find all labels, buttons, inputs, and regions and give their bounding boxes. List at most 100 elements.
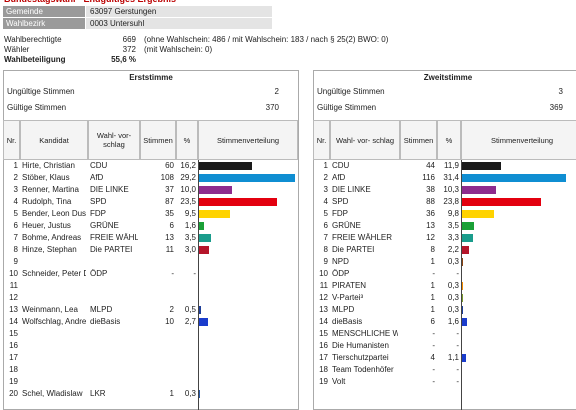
bar [462, 162, 502, 170]
page: Bundestagswahl - Endgültiges ErgebnisGem… [3, 0, 576, 410]
cell-kandidat: Schneider, Peter Dr. [22, 269, 86, 278]
bar-axis [461, 160, 462, 410]
cell-stimmen: 13 [426, 221, 435, 230]
cell-partei: SPD [332, 197, 349, 206]
bar [462, 294, 463, 302]
panel-title: Zweitstimme [423, 73, 473, 82]
cell-pct: 3,0 [184, 245, 196, 254]
cell-nr: 5 [13, 209, 18, 218]
cell-nr: 9 [323, 257, 328, 266]
cell-partei: CDU [332, 161, 350, 170]
cell-kandidat: Bender, Leon Dustin [22, 209, 86, 218]
bar [462, 234, 473, 242]
stat-value: 372 [122, 45, 136, 54]
column-header: Stimmen [400, 120, 437, 160]
header-value: 63097 Gerstungen [86, 6, 272, 17]
cell-stimmen: 35 [165, 209, 174, 218]
cell-pct: - [193, 269, 196, 278]
stat-value: 55,6 % [111, 55, 136, 64]
cell-partei: MLPD [90, 305, 113, 314]
cell-stimmen: 38 [426, 185, 435, 194]
cell-pct: - [456, 365, 459, 374]
bar [199, 222, 205, 230]
cell-nr: 3 [13, 185, 18, 194]
cell-nr: 17 [319, 353, 328, 362]
bar [462, 246, 470, 254]
cell-stimmen: 1 [169, 389, 174, 398]
cell-pct: 0,3 [447, 293, 459, 302]
cell-nr: 4 [323, 197, 328, 206]
cell-partei: FREIE WÄHLER [90, 233, 138, 242]
cell-stimmen: 12 [426, 233, 435, 242]
column-header: Wahl- vor- schlag [330, 120, 400, 160]
cell-pct: 10,0 [180, 185, 196, 194]
cell-stimmen: 36 [426, 209, 435, 218]
cell-partei: Die Humanisten [332, 341, 389, 350]
panel-title: Erststimme [129, 73, 173, 82]
cell-stimmen: 6 [169, 221, 174, 230]
bar [462, 318, 468, 326]
cell-stimmen: 10 [165, 317, 174, 326]
cell-nr: 15 [9, 329, 18, 338]
cell-nr: 3 [323, 185, 328, 194]
cell-pct: 31,4 [443, 173, 459, 182]
cell-partei: DIE LINKE [332, 185, 371, 194]
column-header: Nr. [3, 120, 20, 160]
cell-stimmen: 108 [160, 173, 174, 182]
column-header: Stimmen [140, 120, 176, 160]
cell-stimmen: 37 [165, 185, 174, 194]
bar [462, 306, 463, 314]
cell-partei: DIE LINKE [90, 185, 129, 194]
cell-partei: MLPD [332, 305, 355, 314]
cell-kandidat: Renner, Martina [22, 185, 79, 194]
cell-stimmen: 1 [430, 293, 435, 302]
header-label: Gemeinde [3, 6, 85, 17]
invalid-label: Ungültige Stimmen [7, 87, 75, 96]
cell-nr: 13 [319, 305, 328, 314]
cell-partei: NPD [332, 257, 349, 266]
header-label: Wahlbezirk [3, 18, 85, 29]
bar [462, 222, 474, 230]
cell-stimmen: 44 [426, 161, 435, 170]
cell-kandidat: Hinze, Stephan [22, 245, 77, 254]
cell-kandidat: Bohme, Andreas [22, 233, 82, 242]
cell-nr: 16 [319, 341, 328, 350]
bar [462, 186, 496, 194]
cell-nr: 11 [9, 281, 18, 290]
bar-axis [198, 160, 199, 410]
invalid-value: 3 [558, 87, 563, 96]
valid-label: Gültige Stimmen [7, 103, 67, 112]
cell-nr: 1 [323, 161, 328, 170]
cell-partei: Die PARTEI [90, 245, 133, 254]
cell-pct: 1,6 [184, 221, 196, 230]
cell-pct: 0,3 [447, 281, 459, 290]
stat-label: Wähler [4, 45, 30, 54]
cell-pct: 0,5 [184, 305, 196, 314]
cell-pct: 9,8 [447, 209, 459, 218]
valid-value: 369 [549, 103, 563, 112]
column-header: % [437, 120, 461, 160]
cell-nr: 4 [13, 197, 18, 206]
cell-pct: 10,3 [443, 185, 459, 194]
cell-nr: 19 [319, 377, 328, 386]
cell-nr: 11 [319, 281, 328, 290]
valid-value: 370 [265, 103, 279, 112]
cell-nr: 7 [323, 233, 328, 242]
bar [199, 162, 253, 170]
cell-nr: 7 [13, 233, 18, 242]
bar [199, 186, 232, 194]
cell-nr: 18 [9, 365, 18, 374]
cell-pct: 9,5 [184, 209, 196, 218]
cell-stimmen: - [432, 365, 435, 374]
valid-label: Gültige Stimmen [317, 103, 377, 112]
cell-nr: 5 [323, 209, 328, 218]
cell-kandidat: Weinmann, Lea [22, 305, 78, 314]
bar [462, 354, 466, 362]
cell-pct: 1,6 [447, 317, 459, 326]
column-header: % [176, 120, 198, 160]
cell-partei: ÖDP [332, 269, 350, 278]
cell-pct: - [456, 341, 459, 350]
cell-stimmen: - [432, 341, 435, 350]
cell-nr: 13 [9, 305, 18, 314]
cell-partei: FREIE WÄHLER [332, 233, 393, 242]
